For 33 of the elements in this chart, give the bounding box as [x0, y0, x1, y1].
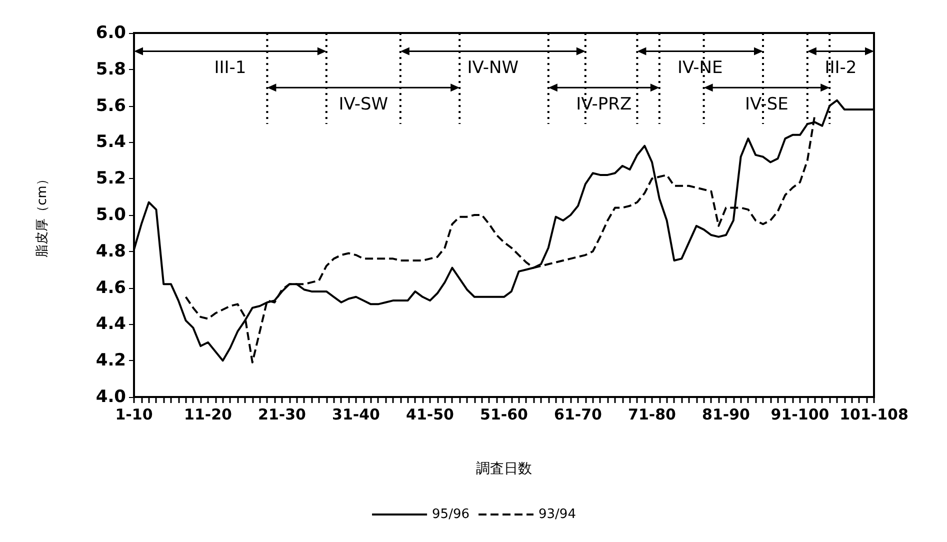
y-tick-label: 6.0 — [96, 23, 126, 43]
y-axis-title: 脂皮厚（cm） — [35, 172, 50, 258]
x-tick-label: 51-60 — [480, 406, 528, 424]
x-tick-label: 41-50 — [406, 406, 454, 424]
x-tick-label: 81-90 — [702, 406, 750, 424]
x-tick-label: 71-80 — [628, 406, 676, 424]
legend-label: 93/94 — [538, 507, 576, 522]
y-tick-label: 4.8 — [96, 241, 126, 262]
x-tick-label: 31-40 — [332, 406, 380, 424]
annotation: IV-NW — [467, 58, 519, 78]
annotation: IV-SE — [745, 94, 788, 115]
x-tick-label: 1-10 — [115, 406, 153, 424]
y-tick-label: 5.8 — [96, 59, 126, 80]
x-axis-title: 調査日数 — [476, 461, 532, 477]
annotation: IV-SW — [338, 94, 388, 115]
annotation: III-1 — [214, 58, 246, 78]
y-tick-label: 4.4 — [96, 314, 126, 334]
y-tick-label: 4.0 — [96, 387, 126, 407]
x-tick-label: 91-100 — [770, 406, 830, 424]
annotation: IV-NE — [677, 58, 723, 78]
y-tick-label: 4.2 — [96, 350, 126, 371]
x-tick-label: 61-70 — [554, 406, 602, 424]
x-tick-label: 11-20 — [184, 406, 232, 424]
legend-label: 95/96 — [432, 507, 470, 522]
x-tick-label: 21-30 — [258, 406, 306, 424]
y-tick-label: 5.6 — [96, 96, 126, 116]
y-tick-label: 5.4 — [96, 132, 126, 152]
y-tick-label: 5.0 — [96, 205, 126, 225]
x-tick-label: 101-108 — [840, 406, 908, 424]
annotation: III-2 — [824, 58, 857, 78]
y-tick-label: 4.6 — [96, 278, 126, 298]
annotation: IV-PRZ — [576, 94, 632, 115]
y-tick-label: 5.2 — [96, 168, 126, 189]
